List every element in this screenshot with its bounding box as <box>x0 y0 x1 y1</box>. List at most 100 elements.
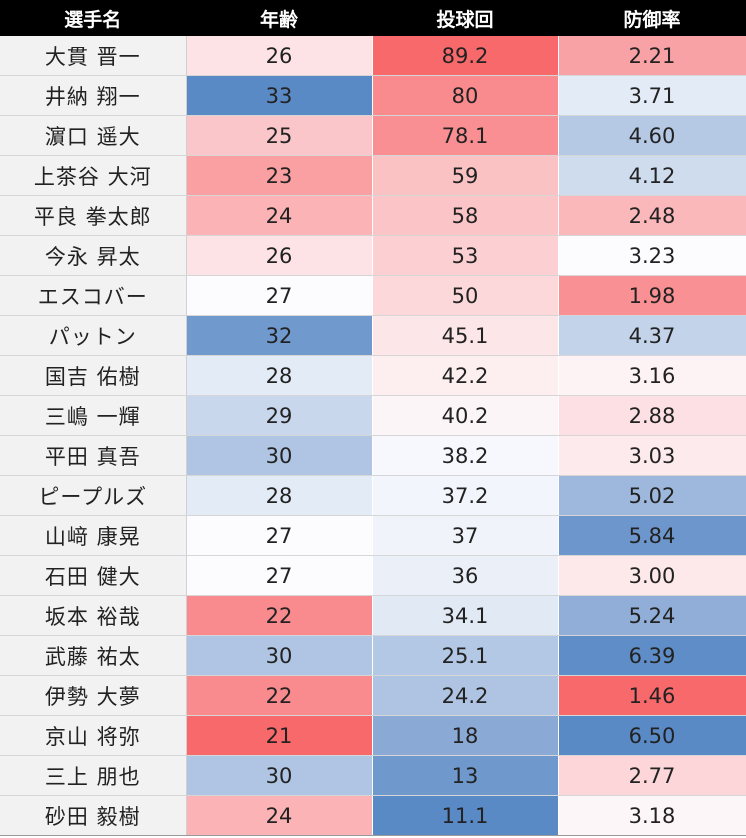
player-name-cell[interactable]: パットン <box>0 315 187 356</box>
player-name-cell[interactable]: ピープルズ <box>0 475 187 516</box>
table-row: 坂本 裕哉 22 34.1 5.24 <box>0 595 746 636</box>
player-name-cell[interactable]: 平田 真吾 <box>0 435 187 476</box>
innings-pitched-cell[interactable]: 40.2 <box>372 395 559 436</box>
innings-pitched-cell[interactable]: 36 <box>372 555 559 596</box>
age-cell[interactable]: 33 <box>186 75 373 116</box>
innings-pitched-cell[interactable]: 78.1 <box>372 115 559 156</box>
player-name-cell[interactable]: 石田 健大 <box>0 555 187 596</box>
era-cell[interactable]: 2.77 <box>558 755 746 796</box>
era-cell[interactable]: 4.12 <box>558 155 746 196</box>
age-cell[interactable]: 23 <box>186 155 373 196</box>
header-player-name[interactable]: 選手名 <box>0 0 187 36</box>
age-cell[interactable]: 24 <box>186 195 373 236</box>
innings-pitched-cell[interactable]: 80 <box>372 75 559 116</box>
age-cell[interactable]: 30 <box>186 435 373 476</box>
header-innings-pitched[interactable]: 投球回 <box>372 0 559 36</box>
header-era[interactable]: 防御率 <box>558 0 746 36</box>
innings-pitched-cell[interactable]: 50 <box>372 275 559 316</box>
era-cell[interactable]: 2.48 <box>558 195 746 236</box>
innings-pitched-cell[interactable]: 42.2 <box>372 355 559 396</box>
innings-pitched-cell[interactable]: 37 <box>372 515 559 556</box>
era-cell[interactable]: 1.98 <box>558 275 746 316</box>
age-cell[interactable]: 28 <box>186 475 373 516</box>
age-cell[interactable]: 27 <box>186 275 373 316</box>
table-row: 今永 昇太 26 53 3.23 <box>0 235 746 276</box>
age-cell[interactable]: 30 <box>186 635 373 676</box>
age-cell[interactable]: 25 <box>186 115 373 156</box>
table-row: 三嶋 一輝 29 40.2 2.88 <box>0 395 746 436</box>
era-cell[interactable]: 3.00 <box>558 555 746 596</box>
age-cell[interactable]: 22 <box>186 595 373 636</box>
era-cell[interactable]: 4.37 <box>558 315 746 356</box>
header-row: 選手名 年齢 投球回 防御率 <box>0 0 746 36</box>
player-name-cell[interactable]: 大貫 晋一 <box>0 36 187 76</box>
player-name-cell[interactable]: 濵口 遥大 <box>0 115 187 156</box>
era-cell[interactable]: 6.50 <box>558 715 746 756</box>
age-cell[interactable]: 27 <box>186 515 373 556</box>
player-name-cell[interactable]: 京山 将弥 <box>0 715 187 756</box>
table-row: 井納 翔一 33 80 3.71 <box>0 75 746 116</box>
age-cell[interactable]: 30 <box>186 755 373 796</box>
innings-pitched-cell[interactable]: 53 <box>372 235 559 276</box>
player-name-cell[interactable]: エスコバー <box>0 275 187 316</box>
innings-pitched-cell[interactable]: 11.1 <box>372 795 559 836</box>
innings-pitched-cell[interactable]: 34.1 <box>372 595 559 636</box>
era-cell[interactable]: 2.88 <box>558 395 746 436</box>
table-row: 大貫 晋一 26 89.2 2.21 <box>0 36 746 76</box>
table-row: 武藤 祐太 30 25.1 6.39 <box>0 635 746 676</box>
table-row: 平良 拳太郎 24 58 2.48 <box>0 195 746 236</box>
innings-pitched-cell[interactable]: 45.1 <box>372 315 559 356</box>
age-cell[interactable]: 26 <box>186 36 373 76</box>
table-header: 選手名 年齢 投球回 防御率 <box>0 0 746 36</box>
innings-pitched-cell[interactable]: 13 <box>372 755 559 796</box>
era-cell[interactable]: 4.60 <box>558 115 746 156</box>
age-cell[interactable]: 29 <box>186 395 373 436</box>
age-cell[interactable]: 21 <box>186 715 373 756</box>
player-name-cell[interactable]: 上茶谷 大河 <box>0 155 187 196</box>
player-name-cell[interactable]: 武藤 祐太 <box>0 635 187 676</box>
era-cell[interactable]: 5.02 <box>558 475 746 516</box>
age-cell[interactable]: 32 <box>186 315 373 356</box>
innings-pitched-cell[interactable]: 89.2 <box>372 36 559 76</box>
player-name-cell[interactable]: 平良 拳太郎 <box>0 195 187 236</box>
player-name-cell[interactable]: 坂本 裕哉 <box>0 595 187 636</box>
player-name-cell[interactable]: 井納 翔一 <box>0 75 187 116</box>
player-name-cell[interactable]: 山﨑 康晃 <box>0 515 187 556</box>
era-cell[interactable]: 3.23 <box>558 235 746 276</box>
innings-pitched-cell[interactable]: 38.2 <box>372 435 559 476</box>
player-name-cell[interactable]: 砂田 毅樹 <box>0 795 187 836</box>
era-cell[interactable]: 5.24 <box>558 595 746 636</box>
innings-pitched-cell[interactable]: 58 <box>372 195 559 236</box>
player-name-cell[interactable]: 三上 朋也 <box>0 755 187 796</box>
header-age[interactable]: 年齢 <box>186 0 373 36</box>
age-cell[interactable]: 26 <box>186 235 373 276</box>
innings-pitched-cell[interactable]: 59 <box>372 155 559 196</box>
age-cell[interactable]: 22 <box>186 675 373 716</box>
table-row: 国吉 佑樹 28 42.2 3.16 <box>0 355 746 396</box>
age-cell[interactable]: 24 <box>186 795 373 836</box>
age-cell[interactable]: 28 <box>186 355 373 396</box>
era-cell[interactable]: 5.84 <box>558 515 746 556</box>
era-cell[interactable]: 6.39 <box>558 635 746 676</box>
table-row: ピープルズ 28 37.2 5.02 <box>0 475 746 516</box>
age-cell[interactable]: 27 <box>186 555 373 596</box>
innings-pitched-cell[interactable]: 24.2 <box>372 675 559 716</box>
player-name-cell[interactable]: 三嶋 一輝 <box>0 395 187 436</box>
era-cell[interactable]: 3.18 <box>558 795 746 836</box>
era-cell[interactable]: 2.21 <box>558 36 746 76</box>
table-row: 三上 朋也 30 13 2.77 <box>0 755 746 796</box>
era-cell[interactable]: 1.46 <box>558 675 746 716</box>
era-cell[interactable]: 3.71 <box>558 75 746 116</box>
innings-pitched-cell[interactable]: 37.2 <box>372 475 559 516</box>
table-row: 平田 真吾 30 38.2 3.03 <box>0 435 746 476</box>
player-name-cell[interactable]: 伊勢 大夢 <box>0 675 187 716</box>
player-name-cell[interactable]: 今永 昇太 <box>0 235 187 276</box>
era-cell[interactable]: 3.03 <box>558 435 746 476</box>
table-row: 伊勢 大夢 22 24.2 1.46 <box>0 675 746 716</box>
era-cell[interactable]: 3.16 <box>558 355 746 396</box>
innings-pitched-cell[interactable]: 25.1 <box>372 635 559 676</box>
player-name-cell[interactable]: 国吉 佑樹 <box>0 355 187 396</box>
innings-pitched-cell[interactable]: 18 <box>372 715 559 756</box>
